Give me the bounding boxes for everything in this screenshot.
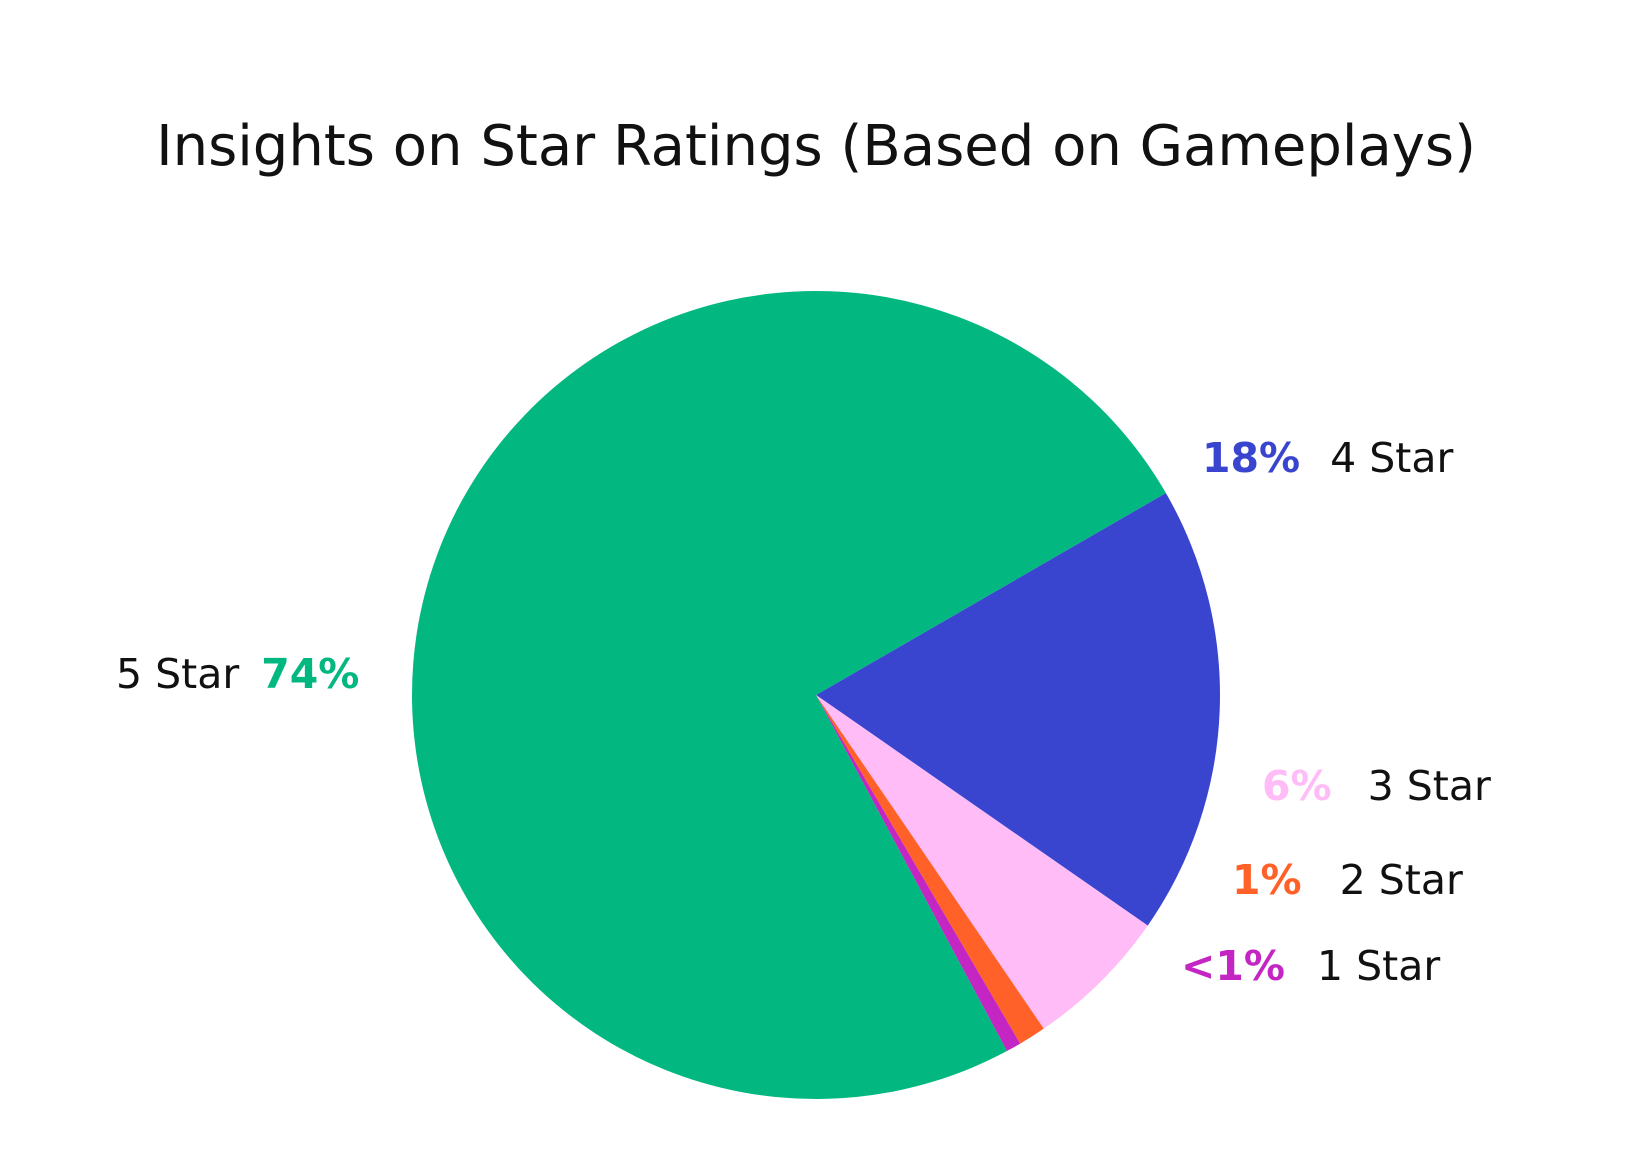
slice-category-label-3-star: 3 Star	[1368, 762, 1491, 810]
pie-slice-2-star	[816, 695, 1044, 1044]
pie-slice-3-star	[816, 695, 1148, 1029]
slice-value-label-5-star: 74%	[261, 650, 359, 698]
pie-slice-4-star	[816, 493, 1220, 926]
slice-category-label-5-star: 5 Star	[116, 650, 239, 698]
pie-slice-5-star	[411, 291, 1166, 1100]
slice-value-label-1-star: <1%	[1181, 942, 1285, 990]
slice-category-label-4-star: 4 Star	[1330, 434, 1453, 482]
slice-value-label-2-star: 1%	[1232, 856, 1302, 904]
slice-category-label-1-star: 1 Star	[1317, 942, 1440, 990]
slice-value-label-4-star: 18%	[1202, 434, 1300, 482]
slice-category-label-2-star: 2 Star	[1340, 856, 1463, 904]
pie-slices	[411, 291, 1220, 1100]
slice-value-label-3-star: 6%	[1262, 762, 1332, 810]
slice-labels: 5 Star 74% 18% 4 Star 6% 3 Star 1% 2 Star <1% 1 S…	[116, 434, 1491, 990]
chart-title: Insights on Star Ratings (Based on Gamep…	[156, 114, 1476, 179]
pie-slice-1-star	[816, 695, 1021, 1052]
